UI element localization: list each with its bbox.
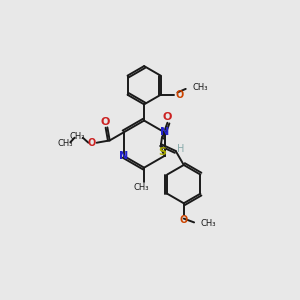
Text: O: O <box>87 138 95 148</box>
Text: N: N <box>160 127 169 137</box>
Text: O: O <box>180 215 188 225</box>
Text: H: H <box>177 144 185 154</box>
Text: CH₃: CH₃ <box>134 183 149 192</box>
Text: S: S <box>158 147 166 157</box>
Text: O: O <box>100 117 110 127</box>
Text: CH₂: CH₂ <box>70 132 85 141</box>
Text: O: O <box>175 90 183 100</box>
Text: N: N <box>119 151 128 161</box>
Text: O: O <box>163 112 172 122</box>
Text: CH₃: CH₃ <box>57 140 73 148</box>
Text: CH₃: CH₃ <box>201 219 216 228</box>
Text: CH₃: CH₃ <box>192 83 208 92</box>
